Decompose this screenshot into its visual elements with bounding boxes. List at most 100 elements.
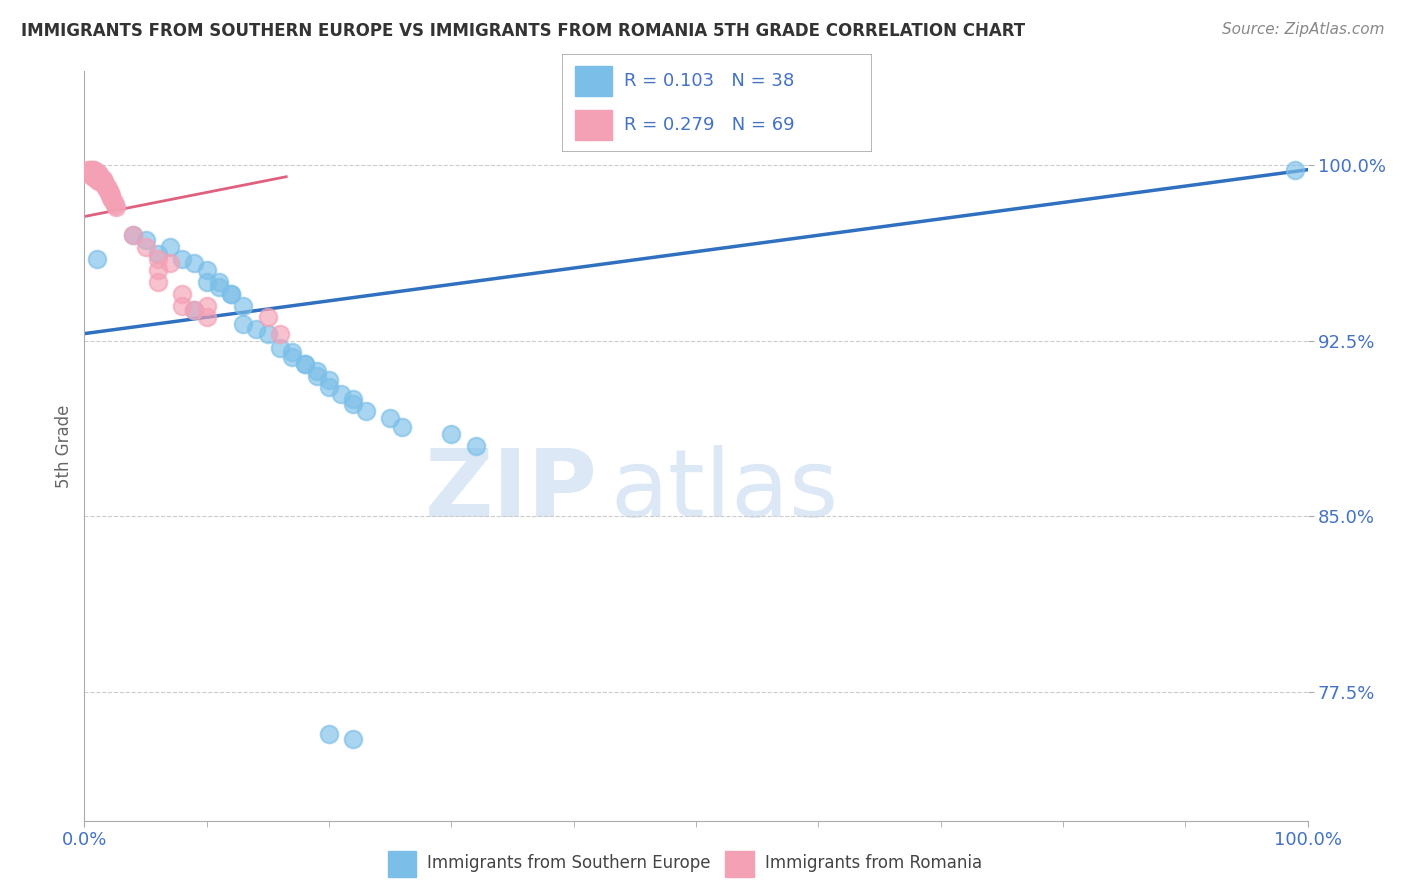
Point: [84, 168, 107, 182]
Y-axis label: 5th Grade: 5th Grade: [55, 404, 73, 488]
Point: [97, 181, 120, 195]
Point: [294, 357, 316, 371]
Point: [294, 357, 316, 371]
Point: [87, 169, 110, 184]
Point: [100, 191, 122, 205]
Point: [172, 286, 194, 301]
Point: [281, 350, 304, 364]
Point: [146, 263, 169, 277]
Point: [97, 184, 120, 198]
Point: [195, 310, 218, 325]
Point: [135, 233, 157, 247]
Point: [89, 174, 111, 188]
Point: [146, 275, 169, 289]
Point: [83, 168, 105, 182]
Point: [101, 193, 124, 207]
Text: Immigrants from Southern Europe: Immigrants from Southern Europe: [427, 854, 711, 872]
Point: [87, 172, 110, 186]
Point: [172, 252, 194, 266]
Point: [87, 168, 110, 182]
Point: [77, 168, 100, 182]
Point: [172, 299, 194, 313]
Point: [82, 162, 104, 177]
Point: [104, 198, 127, 212]
Point: [79, 162, 101, 177]
Point: [330, 387, 353, 401]
Point: [318, 727, 340, 741]
Point: [159, 256, 181, 270]
Point: [269, 326, 291, 341]
Point: [96, 181, 118, 195]
Point: [86, 252, 108, 266]
Point: [83, 165, 105, 179]
Point: [183, 303, 205, 318]
Point: [83, 162, 105, 177]
Point: [87, 168, 110, 182]
Point: [135, 240, 157, 254]
FancyBboxPatch shape: [562, 54, 872, 152]
Point: [98, 188, 121, 202]
Point: [354, 404, 377, 418]
Point: [82, 168, 104, 182]
Point: [98, 186, 121, 201]
Point: [82, 169, 104, 184]
Point: [318, 373, 340, 387]
Point: [342, 731, 364, 746]
Point: [90, 174, 112, 188]
Point: [79, 165, 101, 179]
Point: [232, 317, 254, 331]
Point: [391, 420, 413, 434]
Point: [195, 275, 218, 289]
Point: [122, 228, 145, 243]
Point: [82, 165, 104, 179]
Point: [77, 165, 100, 179]
Point: [440, 427, 463, 442]
Point: [79, 168, 101, 182]
Point: [342, 397, 364, 411]
Point: [208, 275, 231, 289]
Point: [219, 286, 242, 301]
Text: Source: ZipAtlas.com: Source: ZipAtlas.com: [1222, 22, 1385, 37]
Text: Immigrants from Romania: Immigrants from Romania: [765, 854, 981, 872]
Point: [90, 172, 112, 186]
Bar: [388, 851, 416, 877]
Point: [318, 380, 340, 394]
Point: [103, 195, 125, 210]
Text: atlas: atlas: [610, 445, 838, 537]
Point: [87, 169, 110, 184]
Point: [93, 177, 115, 191]
Bar: [575, 111, 612, 140]
Point: [100, 188, 122, 202]
Point: [269, 341, 291, 355]
Text: R = 0.103   N = 38: R = 0.103 N = 38: [624, 72, 794, 90]
Point: [380, 411, 402, 425]
Point: [94, 179, 117, 194]
Point: [86, 169, 108, 184]
Point: [146, 252, 169, 266]
Point: [257, 326, 280, 341]
Point: [97, 184, 120, 198]
Point: [232, 299, 254, 313]
Point: [219, 286, 242, 301]
Point: [183, 303, 205, 318]
Point: [86, 168, 108, 182]
Point: [195, 263, 218, 277]
Point: [159, 240, 181, 254]
Point: [281, 345, 304, 359]
Point: [84, 169, 107, 184]
Point: [183, 256, 205, 270]
Point: [208, 280, 231, 294]
Point: [87, 172, 110, 186]
Point: [86, 165, 108, 179]
Point: [195, 299, 218, 313]
Point: [122, 228, 145, 243]
Point: [77, 162, 100, 177]
Point: [257, 310, 280, 325]
Point: [87, 174, 110, 188]
Point: [305, 364, 328, 378]
Point: [89, 172, 111, 186]
Point: [1284, 162, 1306, 177]
Point: [305, 368, 328, 383]
Text: IMMIGRANTS FROM SOUTHERN EUROPE VS IMMIGRANTS FROM ROMANIA 5TH GRADE CORRELATION: IMMIGRANTS FROM SOUTHERN EUROPE VS IMMIG…: [21, 22, 1025, 40]
Point: [84, 165, 107, 179]
